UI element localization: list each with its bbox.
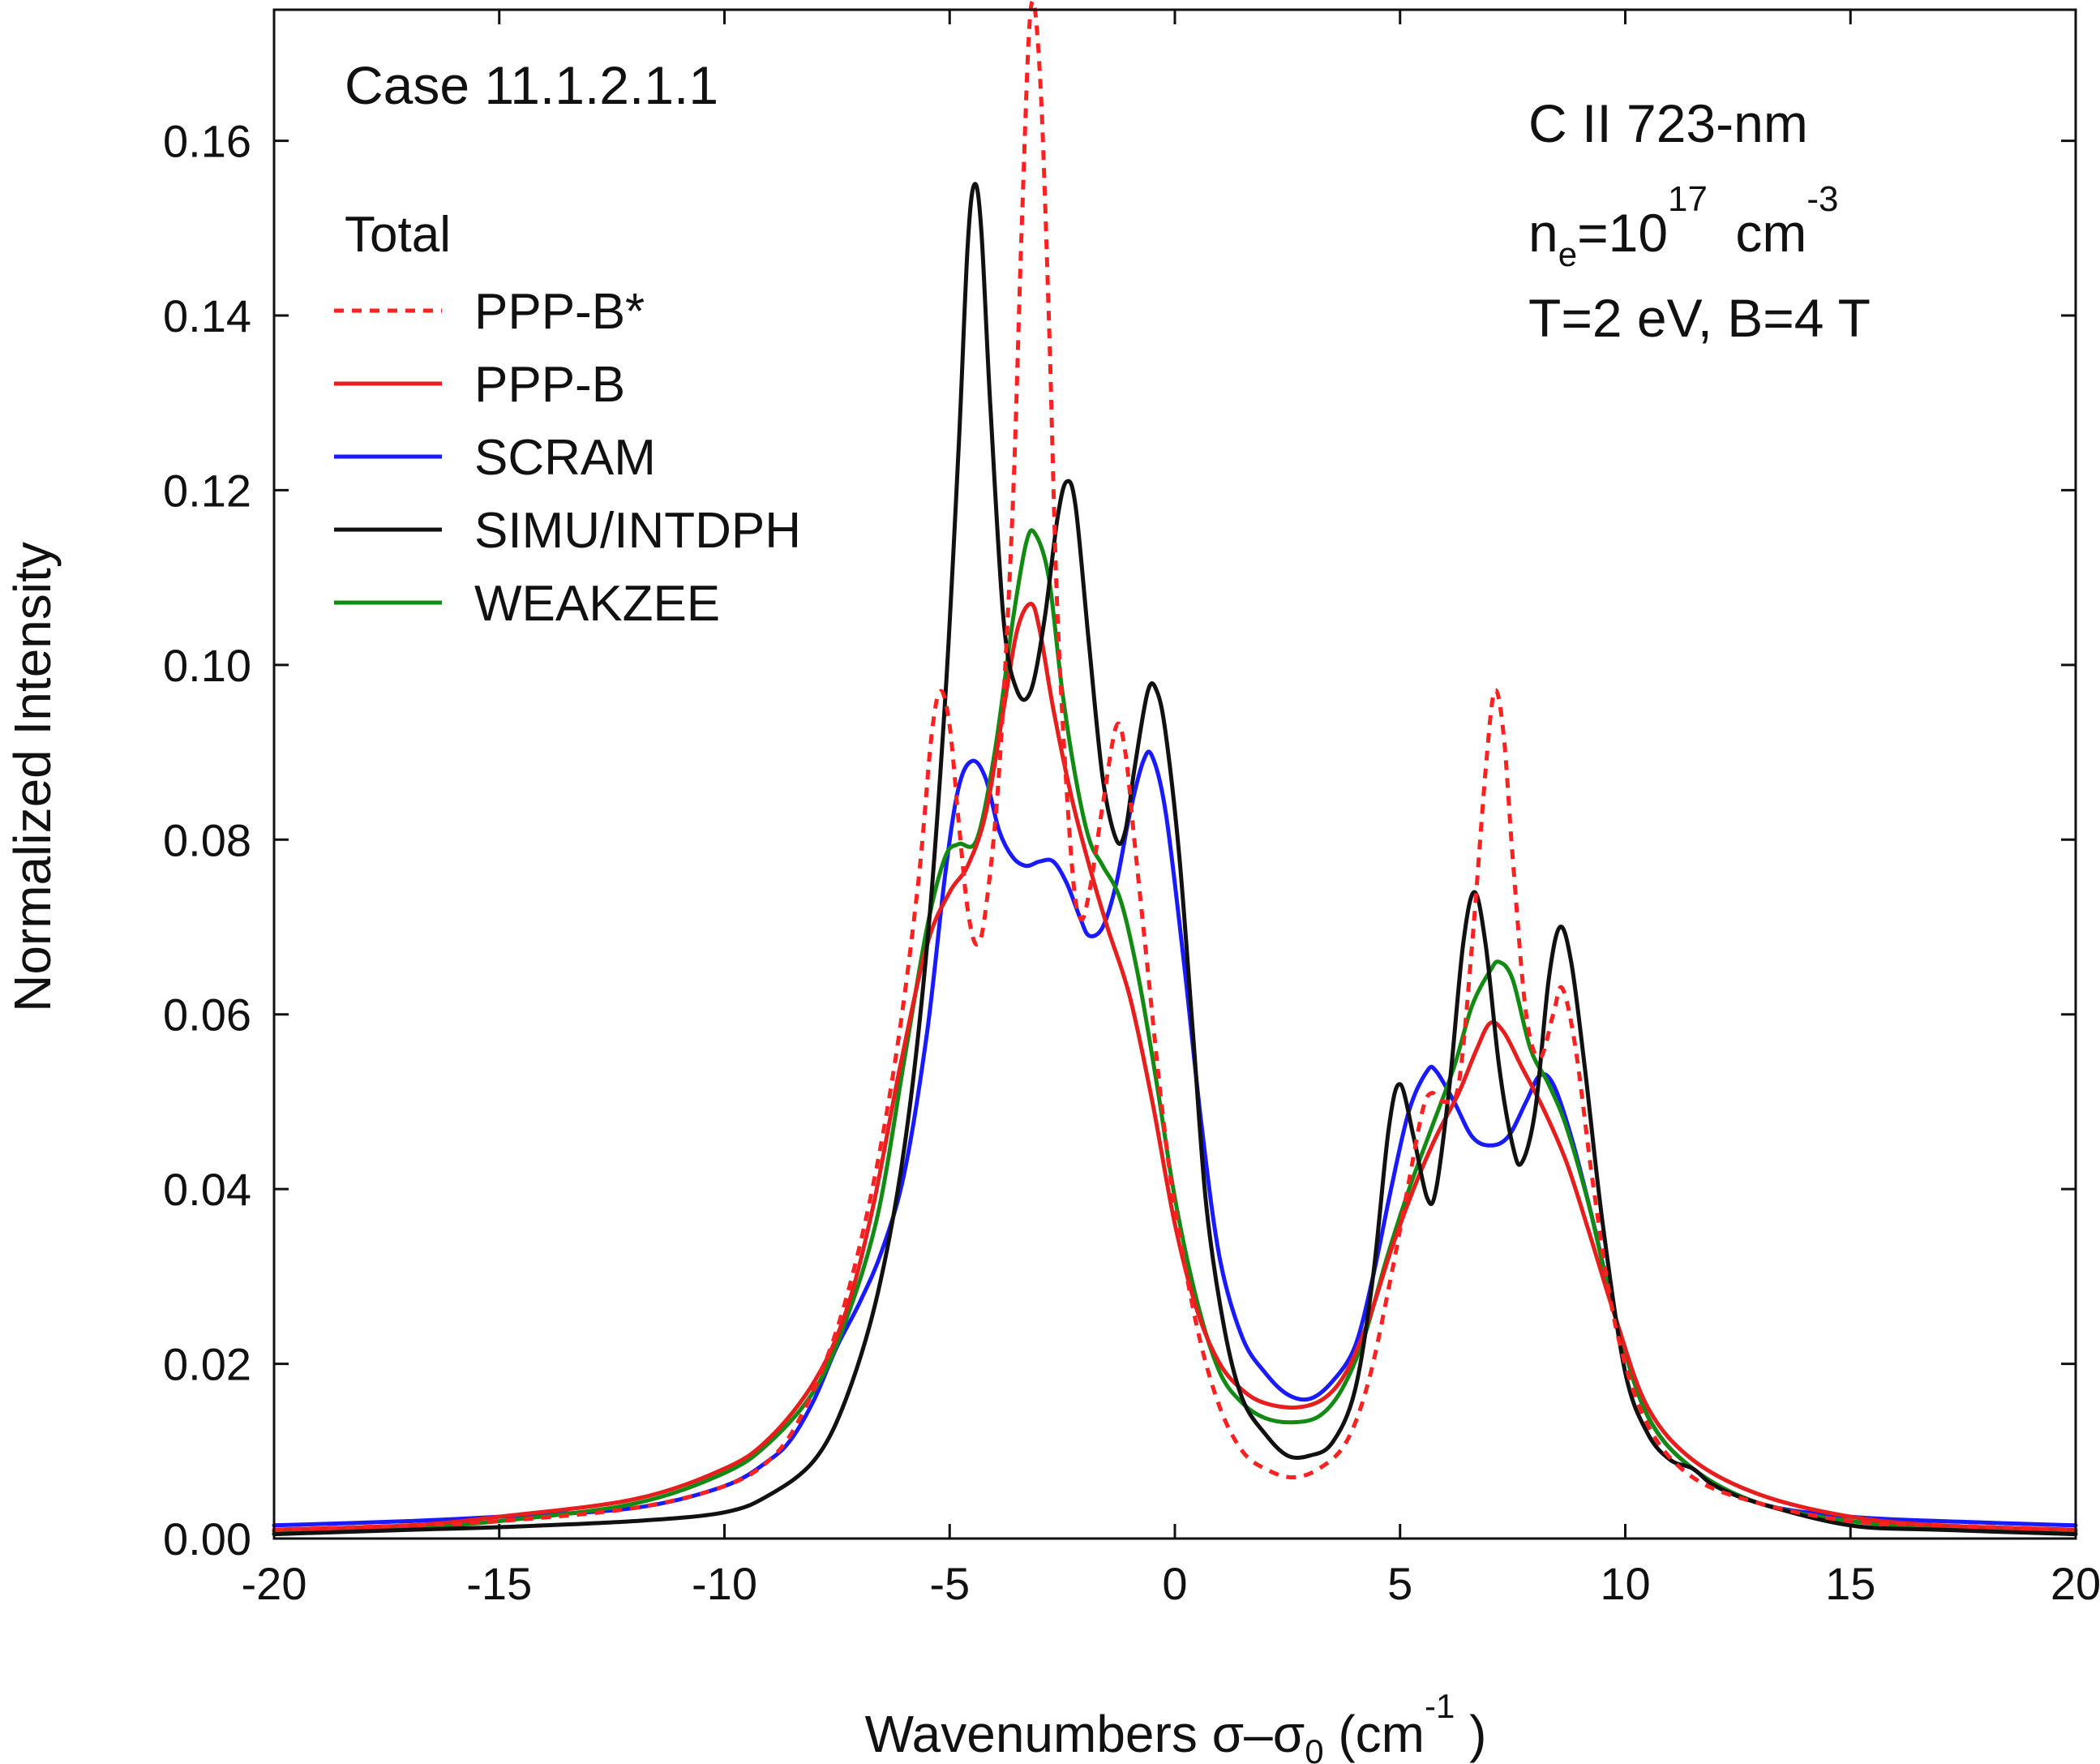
case-label: Case 11.1.2.1.1 (345, 55, 718, 115)
x-axis-label-unit-exponent: -1 (1425, 1687, 1455, 1725)
legend-title: Total (345, 207, 451, 263)
x-axis-label-unit: (cm (1324, 1705, 1425, 1763)
series-line-ppp-b (273, 0, 2076, 1532)
x-tick-label: -20 (242, 1558, 307, 1609)
series-line-ppp-b (272, 602, 2078, 1532)
annotation-line-3: T=2 eV, B=4 T (1528, 288, 1871, 348)
series-line-simu-intdph (272, 182, 2078, 1537)
annotation-density-value: =10 (1577, 203, 1668, 263)
x-axis-label-main: Wavenumbers σ–σ (865, 1705, 1305, 1763)
y-tick-label: 0.06 (163, 989, 251, 1041)
y-tick-label: 0.16 (163, 116, 251, 167)
annotation-density-symbol: n (1528, 203, 1558, 263)
annotation-density-subscript: e (1558, 235, 1577, 273)
ticks-layer: -20 -15 -10 -5 0 5 10 15 20 0.00 0.02 0.04 0.06 0.08 0… (163, 10, 2100, 1609)
legend-label-ppp-b: PPP-B (474, 357, 625, 413)
annotation-density-exponent: 17 (1668, 179, 1708, 219)
annotation-density-unit: cm (1721, 203, 1806, 263)
x-tick-label: -15 (466, 1558, 532, 1609)
x-tick-label: -5 (929, 1558, 970, 1609)
y-tick-label: 0.04 (163, 1164, 251, 1215)
x-axis-label: Wavenumbers σ–σ0 (cm-1 ) (865, 1687, 1487, 1764)
y-tick-label: 0.00 (163, 1513, 251, 1564)
y-tick-label: 0.02 (163, 1339, 251, 1390)
legend: PPP-B* PPP-B SCRAM SIMU/INTDPH WEAKZEE (334, 284, 801, 632)
y-tick-label: 0.14 (163, 290, 251, 341)
x-tick-label: 0 (1162, 1558, 1187, 1609)
y-tick-label: 0.12 (163, 465, 251, 516)
x-axis-label-subscript: 0 (1305, 1732, 1323, 1764)
x-tick-label: 15 (1825, 1558, 1875, 1609)
x-axis-label-close: ) (1455, 1705, 1486, 1763)
legend-label-scram: SCRAM (474, 430, 656, 486)
x-tick-label: 20 (2051, 1558, 2100, 1609)
y-tick-label: 0.10 (163, 640, 251, 691)
legend-label-simu-intdph: SIMU/INTDPH (474, 503, 801, 559)
annotation-line-2: ne=1017 cm-3 (1528, 179, 1838, 273)
annotation-line-1: C II 723-nm (1528, 93, 1808, 153)
legend-label-ppp-b: PPP-B* (474, 284, 645, 340)
x-tick-label: -10 (692, 1558, 757, 1609)
legend-label-weakzee: WEAKZEE (474, 576, 720, 632)
x-tick-label: 10 (1600, 1558, 1650, 1609)
y-axis-label: Normalized Intensity (3, 542, 62, 1012)
x-tick-label: 5 (1387, 1558, 1412, 1609)
annotation-density-unit-exponent: -3 (1806, 179, 1838, 219)
y-tick-label: 0.08 (163, 814, 251, 865)
series-layer (272, 0, 2078, 1537)
series-line-scram (272, 749, 2078, 1528)
